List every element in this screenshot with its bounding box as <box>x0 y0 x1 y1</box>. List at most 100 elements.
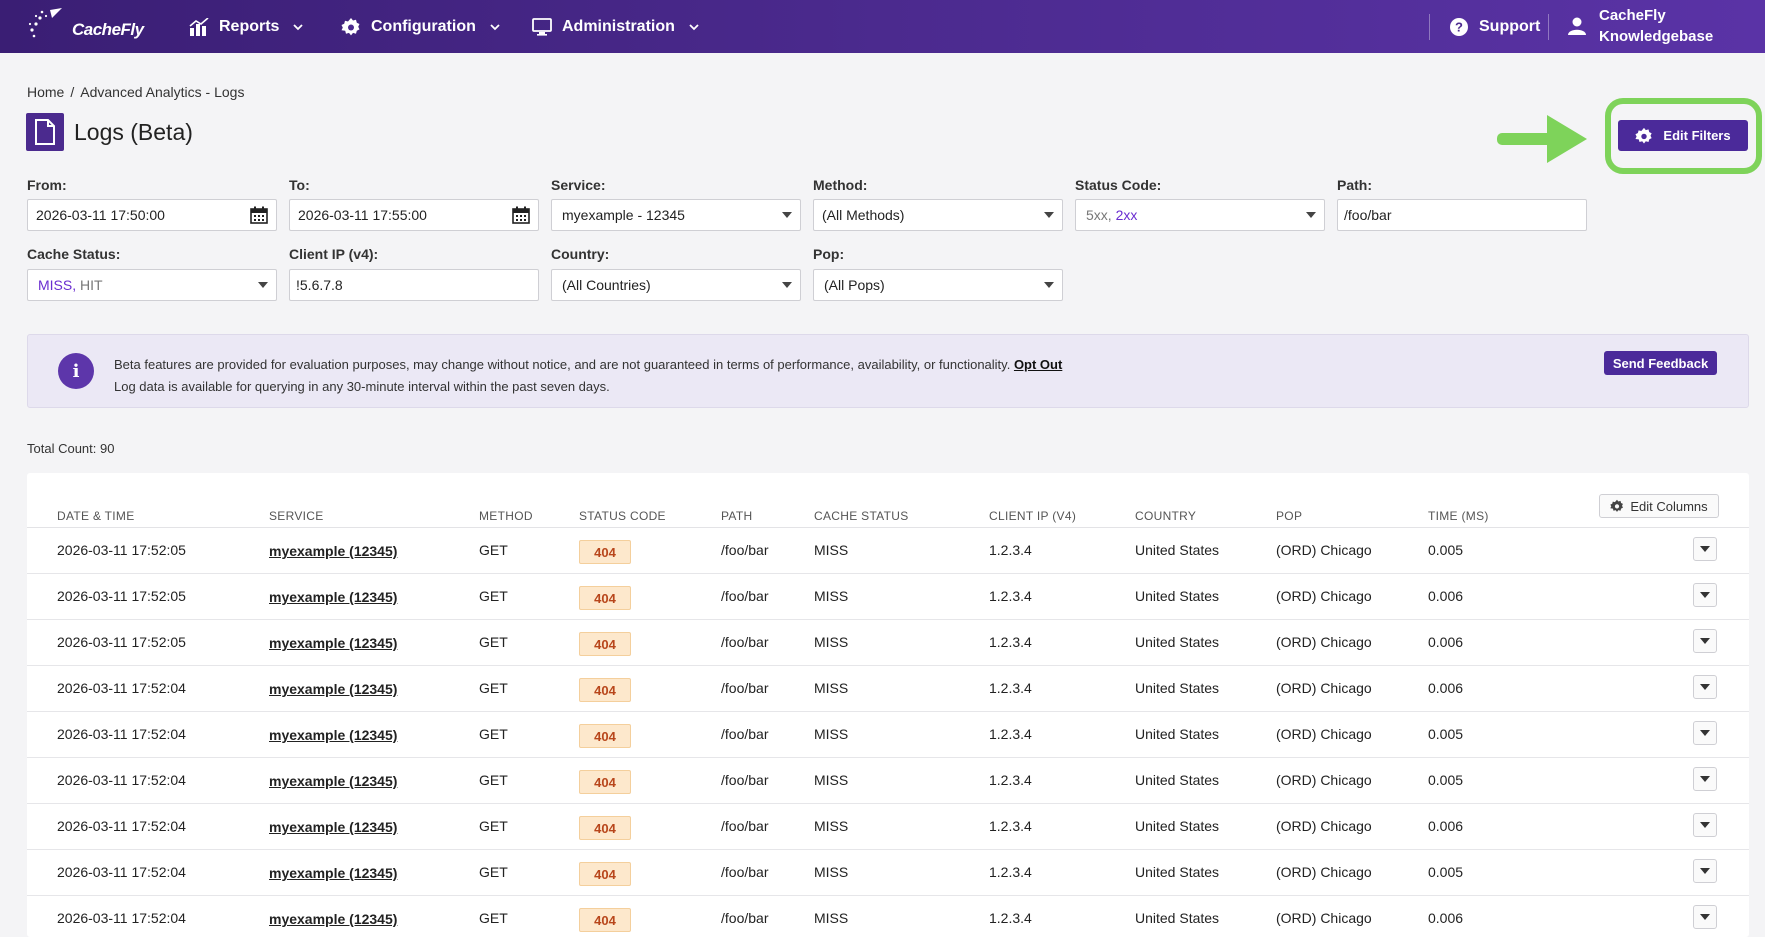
cachefly-logo-icon <box>28 8 62 38</box>
cell-service[interactable]: myexample (12345) <box>269 681 398 697</box>
calendar-icon[interactable] <box>512 206 530 224</box>
cell-path: /foo/bar <box>721 726 769 742</box>
row-expand-button[interactable] <box>1693 859 1717 883</box>
row-expand-button[interactable] <box>1693 537 1717 561</box>
status-code-select[interactable]: 5xx, 2xx <box>1075 199 1325 231</box>
cell-country: United States <box>1135 542 1220 558</box>
nav-configuration[interactable]: Configuration <box>341 0 500 53</box>
row-expand-button[interactable] <box>1693 721 1717 745</box>
knowledgebase-line1: CacheFly <box>1599 7 1666 24</box>
client-ip-input[interactable]: !5.6.7.8 <box>289 269 539 301</box>
status-badge: 404 <box>579 540 631 564</box>
cell-cache-status: MISS <box>814 864 849 880</box>
nav-divider <box>1429 14 1430 40</box>
cell-date-time: 2026-03-11 17:52:04 <box>57 818 186 834</box>
client-ip-label: Client IP (v4): <box>289 246 379 262</box>
cell-method: GET <box>479 910 508 926</box>
path-label: Path: <box>1337 177 1372 193</box>
cell-time-ms: 0.006 <box>1428 634 1464 650</box>
cell-time-ms: 0.005 <box>1428 772 1464 788</box>
to-input[interactable]: 2026-03-11 17:55:00 <box>289 199 539 231</box>
header-country[interactable]: COUNTRY <box>1135 509 1197 523</box>
cell-pop: (ORD) Chicago <box>1276 772 1372 788</box>
edit-columns-button[interactable]: Edit Columns <box>1599 494 1719 518</box>
page-title-row: Logs (Beta) <box>26 113 193 151</box>
row-expand-button[interactable] <box>1693 905 1717 929</box>
cell-service[interactable]: myexample (12345) <box>269 589 398 605</box>
header-date-time[interactable]: DATE & TIME <box>57 509 135 523</box>
nav-reports[interactable]: Reports <box>189 0 304 53</box>
pop-select[interactable]: (All Pops) <box>813 269 1063 301</box>
header-method[interactable]: METHOD <box>479 509 533 523</box>
cell-date-time: 2026-03-11 17:52:05 <box>57 588 186 604</box>
breadcrumb-separator: / <box>70 84 75 100</box>
row-expand-button[interactable] <box>1693 629 1717 653</box>
caret-down-icon <box>1044 282 1054 288</box>
edit-filters-button[interactable]: Edit Filters <box>1618 120 1748 151</box>
cell-service[interactable]: myexample (12345) <box>269 773 398 789</box>
caret-down-icon <box>1700 868 1710 874</box>
cell-cache-status: MISS <box>814 542 849 558</box>
cell-client-ip: 1.2.3.4 <box>989 818 1032 834</box>
cell-pop: (ORD) Chicago <box>1276 864 1372 880</box>
cell-service[interactable]: myexample (12345) <box>269 865 398 881</box>
cell-client-ip: 1.2.3.4 <box>989 772 1032 788</box>
cell-country: United States <box>1135 726 1220 742</box>
status-badge: 404 <box>579 632 631 656</box>
cell-service[interactable]: myexample (12345) <box>269 543 398 559</box>
cell-method: GET <box>479 772 508 788</box>
cell-client-ip: 1.2.3.4 <box>989 542 1032 558</box>
status-badge: 404 <box>579 862 631 886</box>
opt-out-link[interactable]: Opt Out <box>1013 357 1063 372</box>
cell-cache-status: MISS <box>814 772 849 788</box>
service-value: myexample - 12345 <box>562 207 685 223</box>
status-code-value-b: 2xx <box>1115 207 1138 223</box>
cell-client-ip: 1.2.3.4 <box>989 588 1032 604</box>
country-label: Country: <box>551 246 610 262</box>
caret-down-icon <box>782 282 792 288</box>
cachefly-logo[interactable]: CacheFly <box>26 6 144 46</box>
cell-date-time: 2026-03-11 17:52:05 <box>57 542 186 558</box>
method-select[interactable]: (All Methods) <box>813 199 1063 231</box>
nav-knowledgebase[interactable]: CacheFly Knowledgebase <box>1567 6 1713 46</box>
cell-cache-status: MISS <box>814 680 849 696</box>
to-value: 2026-03-11 17:55:00 <box>298 207 427 223</box>
banner-line1: Beta features are provided for evaluatio… <box>114 357 1011 372</box>
caret-down-icon <box>1700 914 1710 920</box>
cell-country: United States <box>1135 680 1220 696</box>
breadcrumb-home[interactable]: Home <box>27 84 65 100</box>
header-cache-status[interactable]: CACHE STATUS <box>814 509 909 523</box>
nav-administration[interactable]: Administration <box>532 0 699 53</box>
service-select[interactable]: myexample - 12345 <box>551 199 801 231</box>
path-input[interactable]: /foo/bar <box>1337 199 1587 231</box>
nav-support[interactable]: ? Support <box>1449 0 1540 53</box>
gear-icon <box>1635 127 1653 144</box>
row-expand-button[interactable] <box>1693 767 1717 791</box>
country-value: (All Countries) <box>562 277 651 293</box>
cell-service[interactable]: myexample (12345) <box>269 727 398 743</box>
from-input[interactable]: 2026-03-11 17:50:00 <box>27 199 277 231</box>
caret-down-icon <box>258 282 268 288</box>
header-status-code[interactable]: STATUS CODE <box>579 509 666 523</box>
cell-pop: (ORD) Chicago <box>1276 818 1372 834</box>
header-client-ip[interactable]: CLIENT IP (V4) <box>989 509 1077 523</box>
row-expand-button[interactable] <box>1693 583 1717 607</box>
header-path[interactable]: PATH <box>721 509 753 523</box>
calendar-icon[interactable] <box>250 206 268 224</box>
header-time-ms[interactable]: TIME (MS) <box>1428 509 1489 523</box>
header-service[interactable]: SERVICE <box>269 509 324 523</box>
row-expand-button[interactable] <box>1693 813 1717 837</box>
from-label: From: <box>27 177 67 193</box>
cell-service[interactable]: myexample (12345) <box>269 635 398 651</box>
cell-path: /foo/bar <box>721 680 769 696</box>
row-expand-button[interactable] <box>1693 675 1717 699</box>
cell-service[interactable]: myexample (12345) <box>269 819 398 835</box>
cell-path: /foo/bar <box>721 910 769 926</box>
cell-service[interactable]: myexample (12345) <box>269 911 398 927</box>
send-feedback-button[interactable]: Send Feedback <box>1604 351 1717 375</box>
status-badge: 404 <box>579 816 631 840</box>
cache-status-select[interactable]: MISS, HIT <box>27 269 277 301</box>
cell-pop: (ORD) Chicago <box>1276 726 1372 742</box>
header-pop[interactable]: POP <box>1276 509 1303 523</box>
country-select[interactable]: (All Countries) <box>551 269 801 301</box>
